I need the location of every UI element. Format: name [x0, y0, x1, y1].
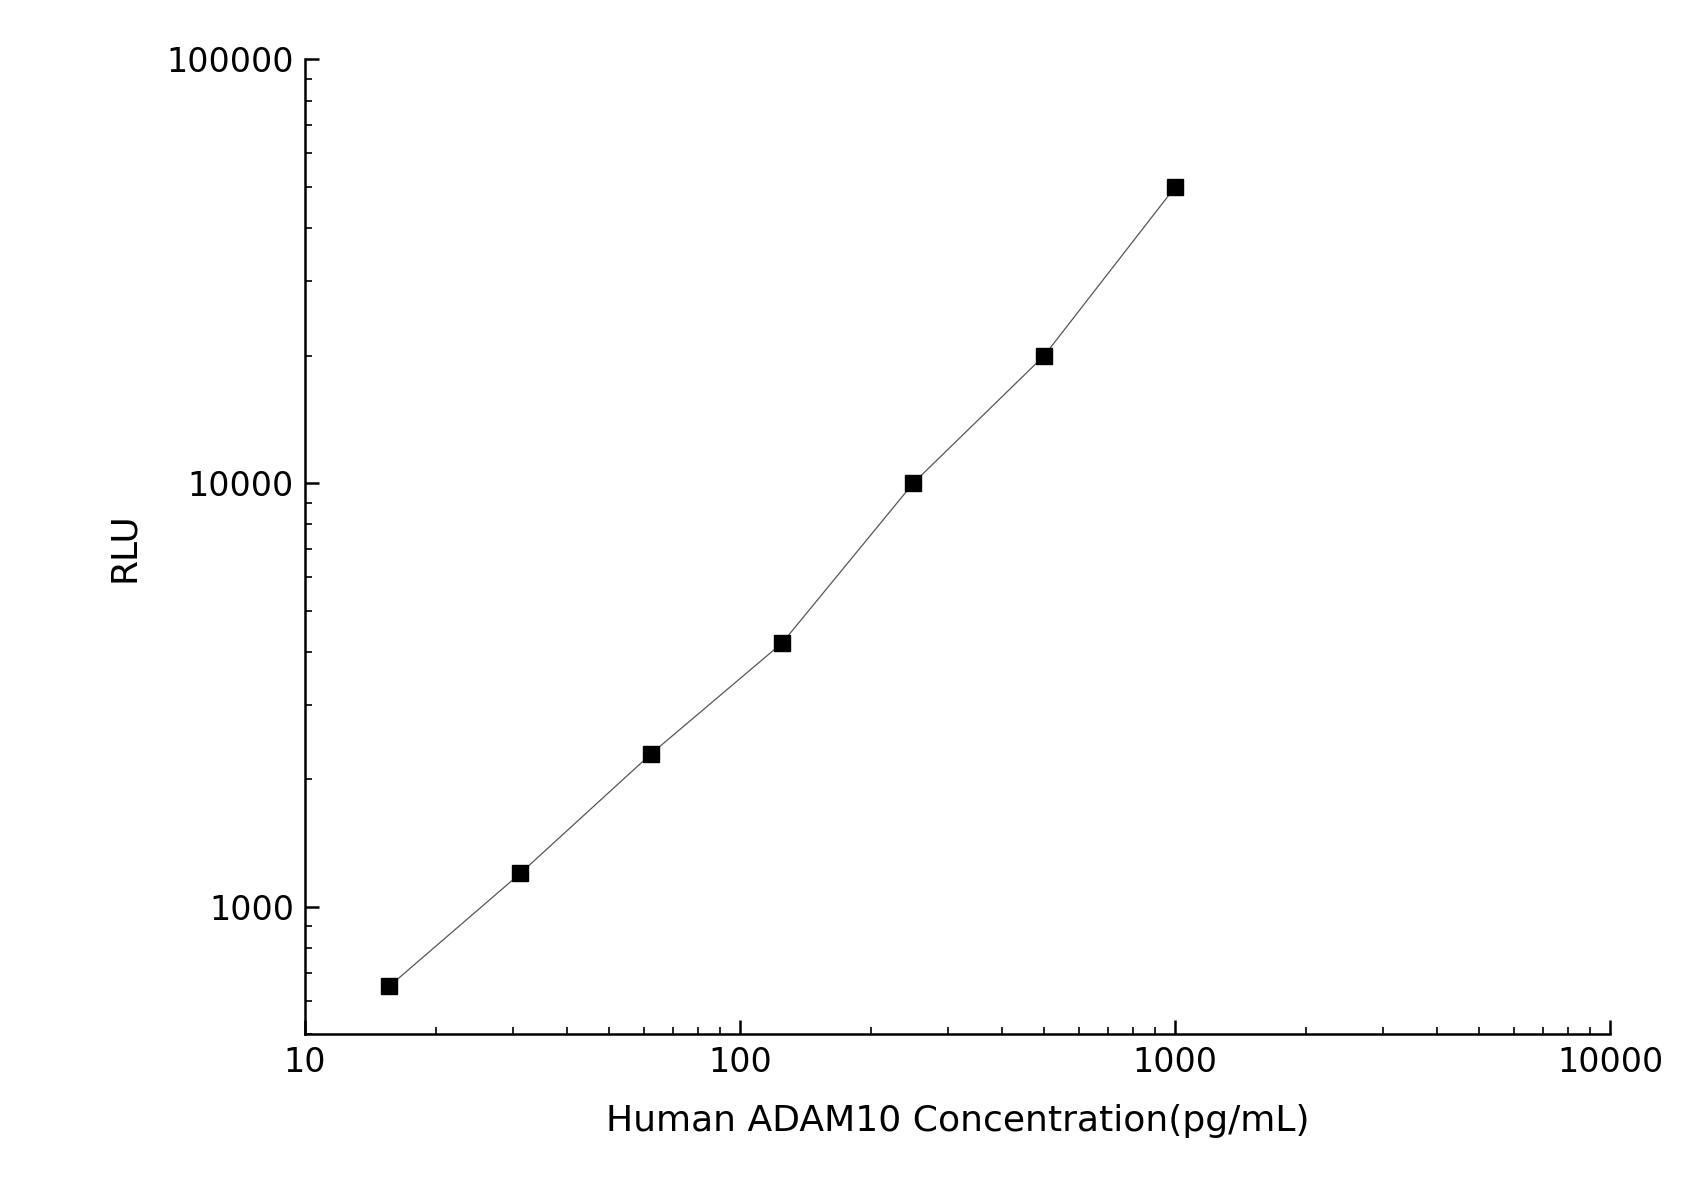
- Y-axis label: RLU: RLU: [107, 512, 141, 581]
- X-axis label: Human ADAM10 Concentration(pg/mL): Human ADAM10 Concentration(pg/mL): [605, 1103, 1310, 1138]
